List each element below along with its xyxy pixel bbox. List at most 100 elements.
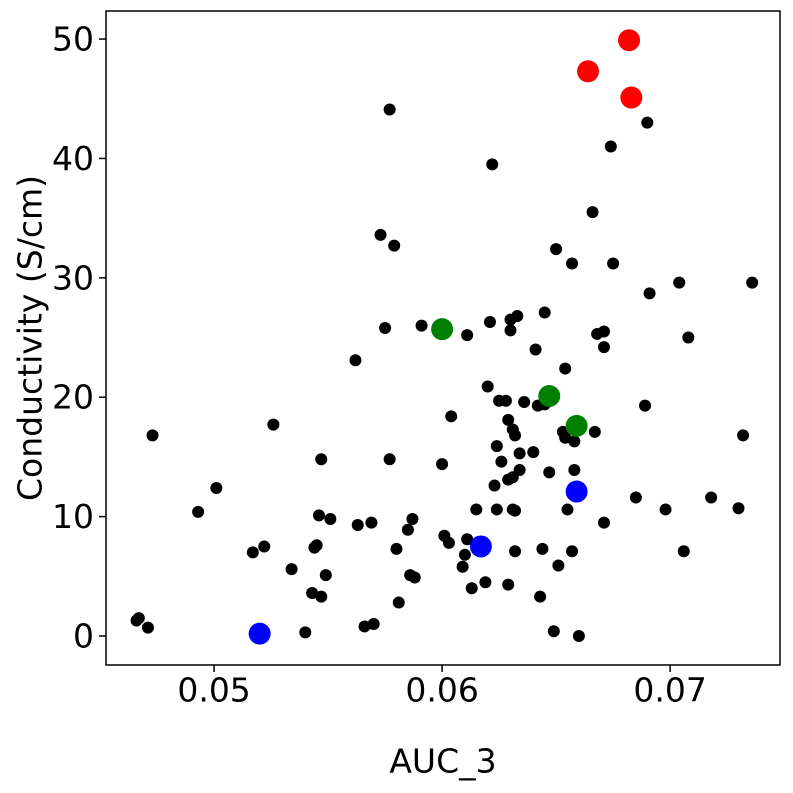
- y-tick-label: 10: [52, 497, 94, 536]
- point: [383, 103, 396, 116]
- point: [383, 453, 396, 466]
- point: [192, 505, 205, 518]
- point: [597, 325, 610, 338]
- point: [559, 431, 572, 444]
- point: [465, 582, 478, 595]
- x-tick-label: 0.07: [633, 671, 706, 710]
- point: [559, 362, 572, 375]
- point: [566, 545, 579, 558]
- point: [351, 518, 364, 531]
- point: [527, 446, 540, 459]
- point: [597, 516, 610, 529]
- point: [324, 512, 337, 525]
- y-tick-label: 0: [73, 616, 94, 655]
- point: [518, 395, 531, 408]
- point: [146, 429, 159, 442]
- point: [456, 560, 469, 573]
- point: [568, 464, 581, 477]
- point: [538, 306, 551, 319]
- point: [629, 491, 642, 504]
- point: [550, 243, 563, 256]
- point: [565, 480, 588, 503]
- point: [246, 546, 259, 559]
- point: [506, 423, 519, 436]
- point: [490, 503, 503, 516]
- x-tick-label: 0.06: [405, 671, 478, 710]
- point: [495, 455, 508, 468]
- point: [509, 545, 522, 558]
- point: [458, 548, 471, 561]
- point: [442, 536, 455, 549]
- point: [401, 523, 414, 536]
- point: [267, 418, 280, 431]
- y-tick-label: 50: [52, 20, 94, 59]
- point: [561, 503, 574, 516]
- point: [538, 385, 561, 408]
- point: [388, 239, 401, 252]
- point: [470, 503, 483, 516]
- point: [565, 414, 588, 437]
- point: [543, 466, 556, 479]
- point: [310, 539, 323, 552]
- point: [390, 542, 403, 555]
- point: [210, 481, 223, 494]
- point: [306, 587, 319, 600]
- y-tick-label: 20: [52, 378, 94, 417]
- point: [566, 257, 579, 270]
- point: [406, 512, 419, 525]
- point: [705, 491, 718, 504]
- point: [299, 626, 312, 639]
- point: [415, 319, 428, 332]
- point: [488, 479, 501, 492]
- point: [502, 473, 515, 486]
- point: [461, 329, 474, 342]
- y-tick-label: 40: [52, 139, 94, 178]
- point: [461, 533, 474, 546]
- point: [572, 629, 585, 642]
- point: [641, 116, 654, 129]
- point: [258, 540, 271, 553]
- point: [737, 429, 750, 442]
- point: [746, 276, 759, 289]
- point: [502, 413, 515, 426]
- point: [588, 425, 601, 438]
- point: [618, 29, 641, 52]
- point: [248, 622, 271, 645]
- x-axis-label: AUC_3: [389, 742, 496, 781]
- point: [481, 380, 494, 393]
- x-tick-label: 0.05: [177, 671, 250, 710]
- point: [643, 287, 656, 300]
- point: [349, 354, 362, 367]
- point: [499, 394, 512, 407]
- point: [469, 535, 492, 558]
- point: [141, 621, 154, 634]
- point: [682, 331, 695, 344]
- point: [490, 440, 503, 453]
- point: [132, 612, 145, 625]
- point: [436, 458, 449, 471]
- point: [504, 324, 517, 337]
- plot-frame: [105, 10, 781, 666]
- point: [445, 410, 458, 423]
- point: [486, 158, 499, 171]
- point: [285, 563, 298, 576]
- point: [620, 86, 643, 109]
- point: [483, 316, 496, 329]
- point: [502, 578, 515, 591]
- point: [374, 228, 387, 241]
- point: [367, 618, 380, 631]
- point: [379, 321, 392, 334]
- point: [659, 503, 672, 516]
- point: [673, 276, 686, 289]
- y-tick-label: 30: [52, 258, 94, 297]
- point: [586, 206, 599, 219]
- point: [479, 576, 492, 589]
- point: [431, 318, 454, 341]
- point: [732, 502, 745, 515]
- point: [511, 310, 524, 323]
- point: [315, 590, 328, 603]
- point: [536, 542, 549, 555]
- point: [529, 343, 542, 356]
- point: [315, 453, 328, 466]
